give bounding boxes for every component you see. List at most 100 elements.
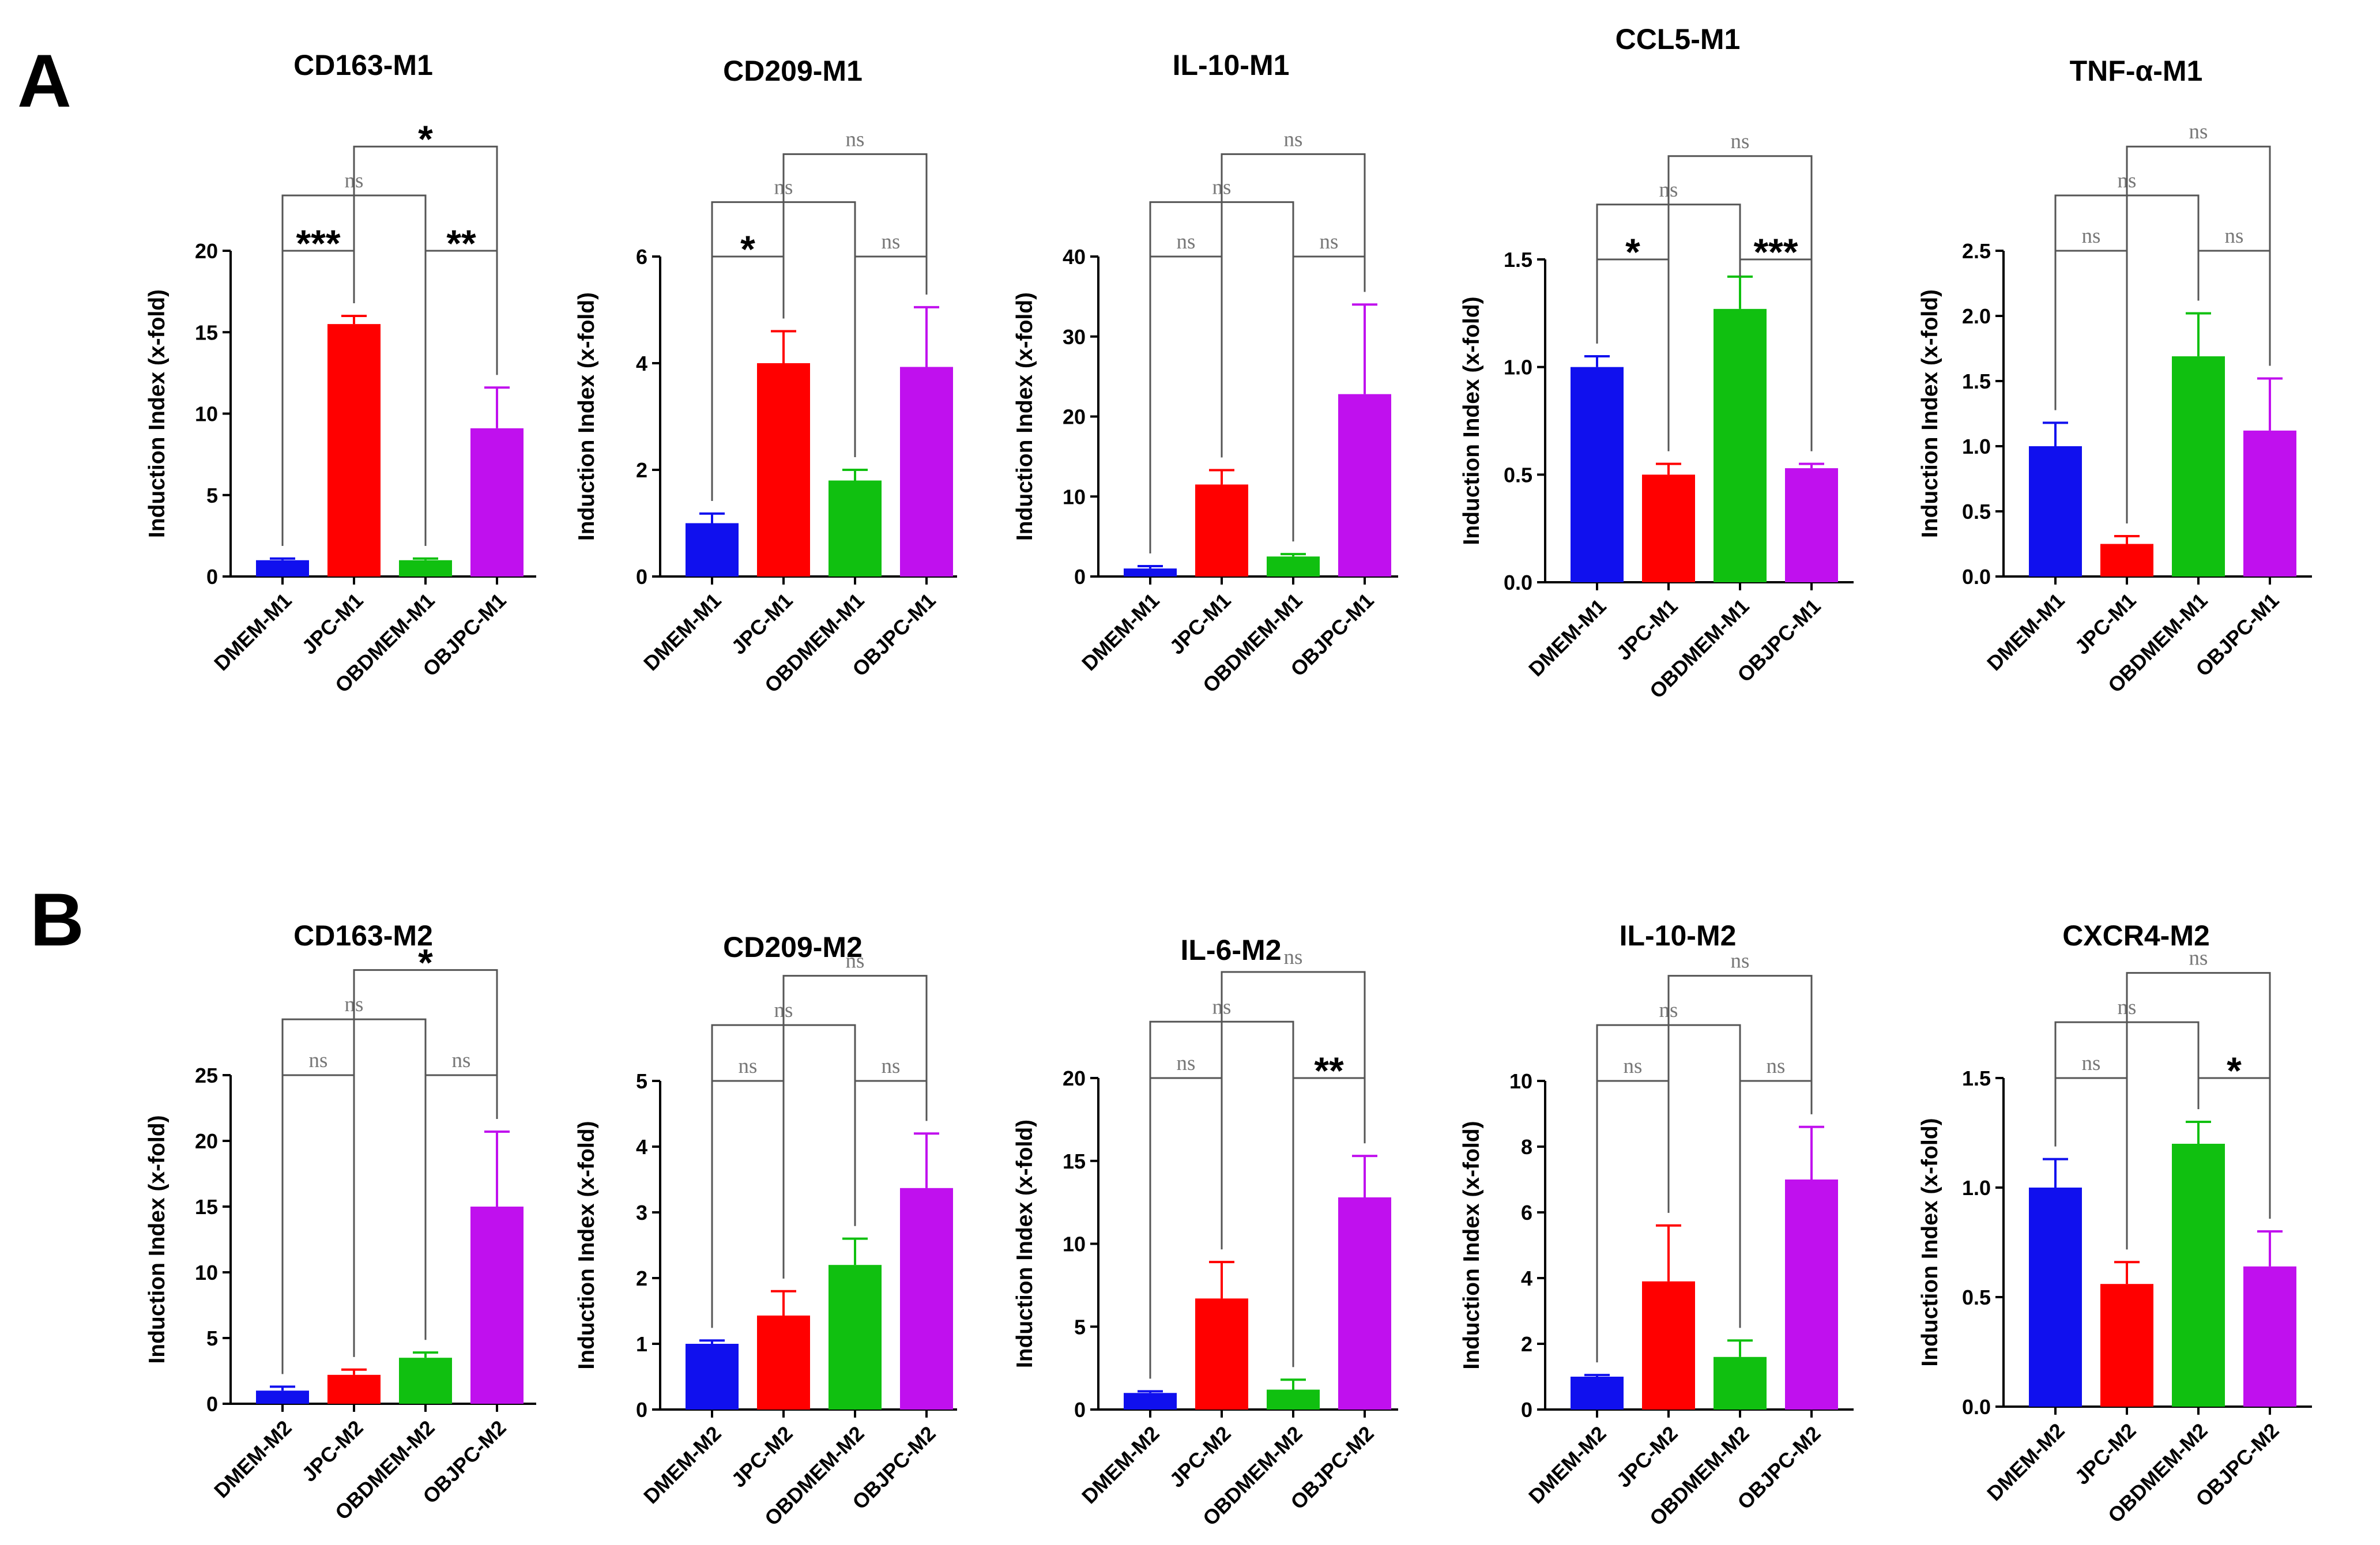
y-tick-label: 10 [195, 402, 218, 426]
bar [2172, 356, 2225, 576]
chart-title: CXCR4-M2 [2062, 920, 2210, 952]
y-tick-label: 2 [636, 458, 647, 482]
y-tick-label: 3 [636, 1201, 647, 1224]
bar [1785, 468, 1838, 582]
y-axis-label: Induction Index (x-fold) [574, 1121, 599, 1369]
y-tick-label: 2 [1521, 1332, 1532, 1356]
significance-ns-label: ns [1177, 230, 1196, 254]
bar [1267, 1389, 1320, 1410]
category-label: DMEM-M1 [1077, 589, 1164, 676]
y-tick-label: 6 [1521, 1201, 1532, 1224]
significance-ns-label: ns [1177, 1052, 1196, 1075]
bar [829, 480, 882, 576]
category-label: DMEM-M2 [1524, 1422, 1611, 1509]
y-axis-label: Induction Index (x-fold) [1459, 1121, 1484, 1369]
significance-bracket [2197, 250, 2271, 366]
chart-title: CD163-M1 [293, 49, 433, 81]
y-tick-label: 4 [636, 1135, 647, 1159]
category-label: DMEM-M2 [1982, 1419, 2069, 1506]
category-label: JPC-M2 [1611, 1422, 1682, 1492]
bar [256, 1390, 309, 1404]
y-tick-label: 0 [206, 1392, 218, 1416]
chart-6: CD163-M2 Induction Index (x-fold) 0 5 10 15 20… [145, 920, 536, 1524]
y-tick-label: 40 [1063, 245, 1086, 269]
bar [686, 1344, 739, 1410]
bar [1642, 1281, 1695, 1410]
bar [2100, 1284, 2153, 1407]
category-label: JPC-M1 [1611, 594, 1682, 665]
significance-bracket [1221, 971, 1366, 1250]
bar [2029, 1188, 2082, 1407]
significance-star-label: * [418, 118, 433, 160]
chart-1: CD163-M1 Induction Index (x-fold) 0 5 10 15 20… [145, 49, 536, 697]
y-axis-label: Induction Index (x-fold) [1918, 289, 1942, 538]
category-label: DMEM-M2 [1077, 1422, 1164, 1509]
bar [1338, 1197, 1391, 1410]
bar [256, 560, 309, 576]
category-label: DMEM-M1 [209, 589, 296, 676]
significance-ns-label: ns [739, 1054, 758, 1078]
category-label: JPC-M1 [297, 589, 367, 659]
significance-bracket [1667, 155, 1813, 451]
y-tick-label: 5 [206, 1327, 218, 1350]
category-label: DMEM-M2 [209, 1416, 296, 1503]
y-tick-label: 2.5 [1962, 239, 1991, 263]
chart-title: TNF-α-M1 [2070, 55, 2203, 87]
y-axis-label: Induction Index (x-fold) [1012, 1120, 1037, 1368]
significance-star-label: * [418, 941, 433, 984]
y-tick-label: 10 [1509, 1069, 1532, 1093]
panel-label-b: B [30, 877, 84, 962]
significance-ns-label: ns [2189, 120, 2208, 144]
y-tick-label: 1.0 [1504, 356, 1532, 379]
significance-bracket [782, 153, 928, 319]
bar [2172, 1144, 2225, 1407]
bar [757, 1315, 810, 1410]
y-tick-label: 0.0 [1504, 571, 1532, 594]
y-tick-label: 5 [636, 1069, 647, 1093]
y-tick-label: 20 [1063, 1067, 1086, 1090]
bar [2243, 1266, 2296, 1407]
y-tick-label: 5 [1074, 1315, 1086, 1339]
bar [900, 1188, 953, 1410]
y-tick-label: 0 [636, 565, 647, 589]
y-tick-label: 0 [1074, 1398, 1086, 1422]
category-label: DMEM-M1 [1524, 594, 1611, 681]
significance-star-label: *** [1753, 231, 1798, 273]
bar [1642, 474, 1695, 582]
y-tick-label: 1.5 [1504, 248, 1532, 272]
y-tick-label: 25 [195, 1064, 218, 1087]
chart-title: CD209-M2 [723, 931, 863, 963]
category-label: JPC-M2 [726, 1422, 797, 1492]
significance-ns-label: ns [1767, 1054, 1786, 1078]
y-tick-label: 15 [1063, 1150, 1086, 1173]
significance-bracket [353, 969, 498, 1357]
bar [399, 1358, 452, 1404]
y-tick-label: 30 [1063, 325, 1086, 349]
category-label: JPC-M2 [2070, 1419, 2140, 1489]
significance-ns-label: ns [1731, 949, 1750, 973]
bar [2029, 446, 2082, 576]
significance-ns-label: ns [1284, 945, 1303, 969]
significance-ns-label: ns [2225, 224, 2244, 248]
chart-8: IL-6-M2 Induction Index (x-fold) 0 5 10 15 20 D… [1012, 934, 1398, 1530]
category-label: JPC-M2 [1165, 1422, 1235, 1492]
y-tick-label: 0.0 [1962, 1395, 1991, 1419]
y-axis-label: Induction Index (x-fold) [145, 289, 170, 538]
y-axis-label: Induction Index (x-fold) [574, 292, 599, 541]
significance-star-label: * [1625, 231, 1640, 273]
significance-ns-label: ns [846, 127, 865, 151]
category-label: DMEM-M1 [1982, 589, 2069, 676]
bar [829, 1265, 882, 1410]
y-tick-label: 0.5 [1962, 500, 1991, 523]
significance-bracket [1667, 975, 1813, 1213]
y-tick-label: 6 [636, 245, 647, 269]
bar [470, 1207, 524, 1404]
bar [1714, 308, 1767, 582]
bar [1571, 1377, 1624, 1410]
y-tick-label: 2 [636, 1267, 647, 1290]
y-tick-label: 15 [195, 321, 218, 344]
significance-star-label: ** [446, 222, 476, 265]
y-tick-label: 4 [1521, 1267, 1532, 1290]
significance-bracket [782, 975, 928, 1279]
y-tick-label: 1.0 [1962, 1176, 1991, 1200]
